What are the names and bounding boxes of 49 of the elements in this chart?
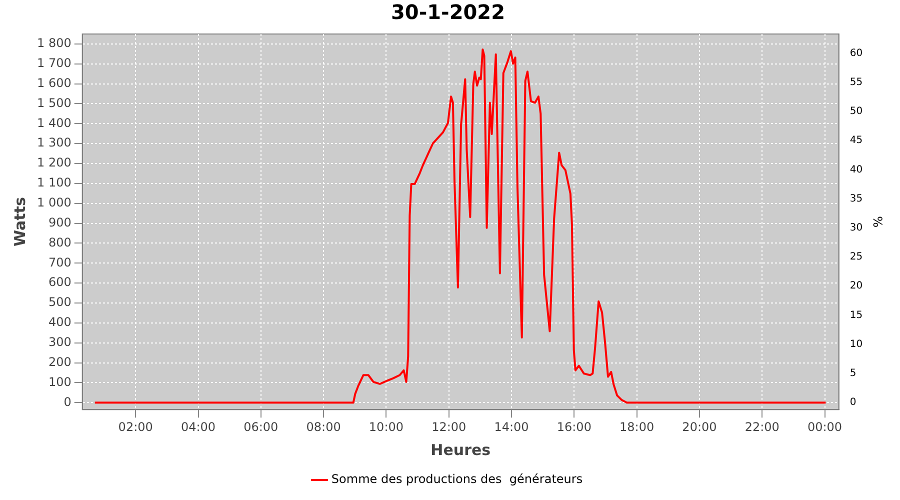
x-tick-label: 20:00 [682,420,717,434]
x-tick-label: 10:00 [368,420,404,434]
y-tick-label: 0 [64,394,72,409]
y-tick-label: 700 [48,255,72,270]
y2-tick-label: 35 [850,193,863,204]
y2-tick-label: 55 [850,76,863,88]
y-tick-label: 1 000 [36,195,72,210]
y2-tick-label: 30 [850,222,863,234]
y-tick-label: 900 [48,215,72,230]
chart-title: 30-1-2022 [390,0,506,24]
y-tick-label: 1 700 [36,56,72,70]
y2-tick-label: 60 [850,48,863,59]
y2-tick-label: 45 [850,135,863,146]
y-tick-label: 800 [48,235,72,250]
x-tick-label: 02:00 [118,420,153,434]
y2-tick-label: 10 [850,338,863,350]
x-tick-label: 14:00 [494,420,529,434]
y-tick-label: 100 [48,374,72,389]
y-tick-label: 1 100 [36,176,72,190]
x-tick-label: 00:00 [807,420,842,434]
x-tick-label: 22:00 [744,420,780,434]
x-tick-label: 04:00 [180,420,216,434]
y-tick-label: 1 300 [36,136,72,150]
y-tick-label: 400 [48,315,72,330]
y-tick-label: 1 800 [36,36,72,50]
y2-tick-label: 20 [850,280,863,292]
y2-tick-label: 50 [850,106,863,118]
y2-tick-label: 15 [850,310,863,321]
y-axis-title: Watts [10,197,29,247]
y-tick-label: 1 400 [36,116,72,130]
x-tick-label: 08:00 [306,420,341,434]
x-tick-label: 18:00 [620,420,654,434]
y-tick-label: 1 200 [36,156,72,170]
y-tick-label: 300 [48,334,72,349]
y2-tick-label: 25 [850,252,863,263]
y2-tick-label: 40 [850,164,863,176]
x-tick-label: 12:00 [432,420,466,434]
x-tick-label: 06:00 [244,420,278,434]
x-tick-label: 16:00 [556,420,592,434]
y-tick-label: 200 [48,354,72,369]
legend-label: Somme des productions des générateurs [331,472,583,486]
y2-tick-label: 0 [850,397,856,408]
y-tick-label: 600 [48,275,72,290]
y2-axis-title: % [870,216,885,228]
x-axis-title: Heures [430,440,491,459]
y2-tick-label: 5 [850,368,856,380]
y-tick-label: 500 [48,295,72,310]
y-tick-label: 1 500 [36,96,72,110]
y-tick-label: 1 600 [36,76,72,90]
